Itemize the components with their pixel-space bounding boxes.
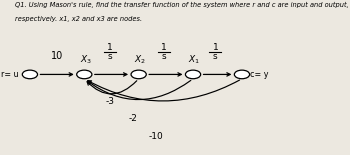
- Text: respectively. x1, x2 and x3 are nodes.: respectively. x1, x2 and x3 are nodes.: [15, 16, 142, 22]
- Text: $X_2$: $X_2$: [134, 53, 146, 66]
- Circle shape: [234, 70, 250, 79]
- Text: -3: -3: [106, 97, 114, 106]
- Text: -2: -2: [129, 114, 138, 123]
- Text: s: s: [162, 52, 167, 61]
- Circle shape: [186, 70, 201, 79]
- Text: s: s: [107, 52, 112, 61]
- Text: 1: 1: [107, 43, 113, 52]
- Text: $X_3$: $X_3$: [80, 53, 92, 66]
- Text: c= y: c= y: [250, 70, 269, 79]
- Text: 10: 10: [51, 51, 63, 61]
- Text: r= u: r= u: [1, 70, 18, 79]
- Text: s: s: [213, 52, 218, 61]
- Text: Q1. Using Mason's rule, find the transfer function of the system where r and c a: Q1. Using Mason's rule, find the transfe…: [15, 2, 349, 8]
- Text: $X_1$: $X_1$: [188, 53, 201, 66]
- Circle shape: [77, 70, 92, 79]
- Circle shape: [22, 70, 37, 79]
- Circle shape: [131, 70, 146, 79]
- Text: -10: -10: [149, 132, 164, 141]
- Text: 1: 1: [161, 43, 167, 52]
- Text: 1: 1: [212, 43, 218, 52]
